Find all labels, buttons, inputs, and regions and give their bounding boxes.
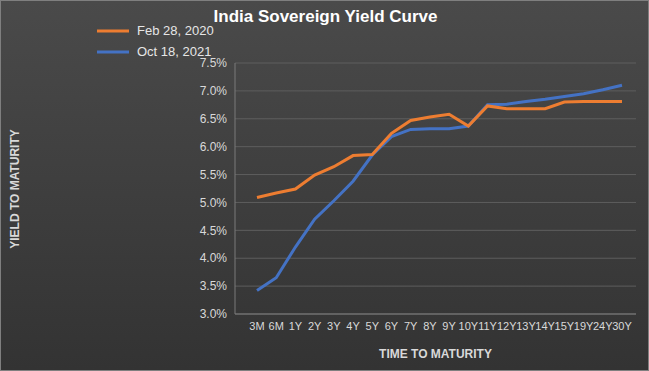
svg-text:3Y: 3Y — [327, 320, 341, 332]
svg-text:7Y: 7Y — [404, 320, 418, 332]
svg-text:7.5%: 7.5% — [200, 56, 228, 70]
svg-text:6Y: 6Y — [385, 320, 399, 332]
svg-text:19Y: 19Y — [574, 320, 594, 332]
svg-text:11Y: 11Y — [478, 320, 497, 332]
svg-text:5.0%: 5.0% — [200, 196, 228, 210]
svg-text:14Y: 14Y — [535, 320, 555, 332]
svg-text:8Y: 8Y — [423, 320, 437, 332]
svg-text:6M: 6M — [269, 320, 284, 332]
svg-text:9Y: 9Y — [442, 320, 456, 332]
svg-text:12Y: 12Y — [497, 320, 517, 332]
svg-text:4.5%: 4.5% — [200, 224, 228, 238]
svg-text:4.0%: 4.0% — [200, 251, 228, 265]
html-text:Feb 28, 2020: Feb 28, 2020 — [137, 23, 214, 38]
svg-text:10Y: 10Y — [459, 320, 479, 332]
svg-text:TIME TO MATURITY: TIME TO MATURITY — [379, 347, 492, 361]
svg-text:3.0%: 3.0% — [200, 307, 228, 321]
svg-text:5Y: 5Y — [366, 320, 380, 332]
svg-text:3M: 3M — [249, 320, 264, 332]
svg-text:24Y: 24Y — [593, 320, 613, 332]
svg-text:3.5%: 3.5% — [200, 279, 228, 293]
svg-text:2Y: 2Y — [308, 320, 322, 332]
svg-text:5.5%: 5.5% — [200, 168, 228, 182]
svg-text:6.0%: 6.0% — [200, 140, 228, 154]
html-text:Oct 18, 2021: Oct 18, 2021 — [137, 44, 212, 59]
html-text:YIELD TO MATURITY: YIELD TO MATURITY — [8, 129, 22, 249]
svg-text:6.5%: 6.5% — [200, 112, 228, 126]
html-text:India Sovereign Yield Curve: India Sovereign Yield Curve — [213, 7, 438, 26]
svg-text:15Y: 15Y — [555, 320, 575, 332]
svg-text:1Y: 1Y — [289, 320, 303, 332]
svg-text:13Y: 13Y — [516, 320, 536, 332]
svg-text:7.0%: 7.0% — [200, 84, 228, 98]
svg-text:30Y: 30Y — [612, 320, 632, 332]
svg-text:4Y: 4Y — [346, 320, 360, 332]
